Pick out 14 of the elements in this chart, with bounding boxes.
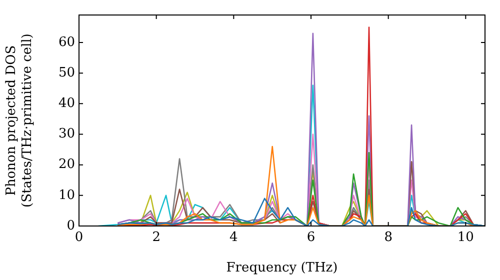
x-axis-title: Frequency (THz) <box>226 260 338 276</box>
y-tick-label: 10 <box>58 188 75 203</box>
x-tick-label: 6 <box>306 230 316 246</box>
y-tick-label: 40 <box>58 96 75 112</box>
y-tick-label: 0 <box>66 218 75 234</box>
x-tick-label: 10 <box>457 230 474 246</box>
x-tick-label: 4 <box>230 230 238 246</box>
y-axis-title: Phonon projected DOS (States/THz·primitive cell) <box>4 33 35 208</box>
x-tick-label: 8 <box>384 230 392 246</box>
y-tick-label: 30 <box>58 126 75 142</box>
y-tick-label: 20 <box>58 157 75 172</box>
x-tick-label: 2 <box>152 230 160 246</box>
y-tick-label: 50 <box>58 65 75 80</box>
y-tick-label: 60 <box>58 34 75 50</box>
